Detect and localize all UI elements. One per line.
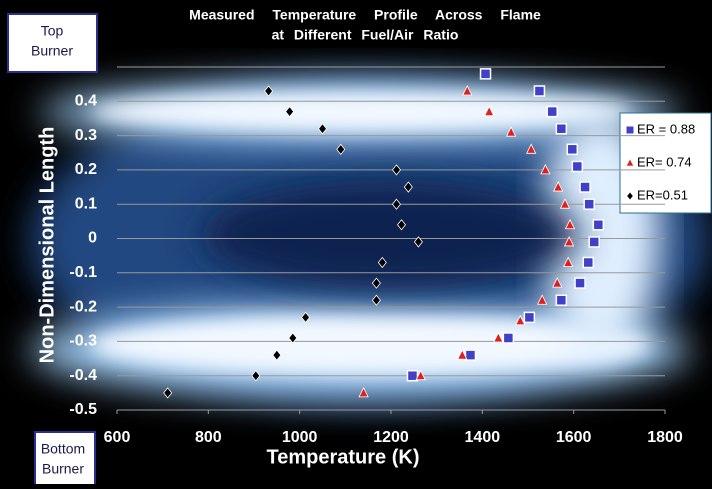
x-tick-label: 800 [195, 429, 222, 446]
x-tick-label: 1200 [373, 429, 409, 446]
point [572, 161, 582, 171]
point [580, 182, 590, 192]
y-tick-label: 0.4 [75, 93, 97, 110]
annotation: Burner [31, 43, 73, 59]
annotation: Bottom [41, 441, 85, 457]
annotation: Burner [42, 461, 84, 477]
point [481, 69, 491, 79]
y-tick-label: -0.3 [69, 333, 97, 350]
chart-title: Measured Temperature Profile Across Flam… [189, 7, 541, 23]
legend-label: ER= 0.74 [637, 154, 692, 169]
legend-label: ER=0.51 [637, 187, 688, 202]
y-tick-label: 0.2 [75, 161, 97, 178]
x-tick-label: 1400 [465, 429, 501, 446]
flame-image [30, 80, 710, 400]
point [556, 295, 566, 305]
x-tick-label: 1800 [647, 429, 683, 446]
legend-marker [627, 127, 634, 134]
y-tick-label: -0.4 [69, 367, 97, 384]
x-tick-label: 1600 [556, 429, 592, 446]
chart: Measured Temperature Profile Across Flam… [0, 0, 712, 484]
point [534, 86, 544, 96]
y-axis-label: Non-Dimensional Length [36, 127, 58, 364]
point [407, 371, 417, 381]
point [524, 312, 534, 322]
chart-title: at Different Fuel/Air Ratio [272, 27, 459, 43]
point [589, 237, 599, 247]
y-tick-label: -0.5 [69, 401, 97, 418]
point [593, 220, 603, 230]
point [465, 350, 475, 360]
x-axis-label: Temperature (K) [267, 446, 420, 468]
y-tick-label: -0.2 [69, 298, 97, 315]
point [556, 124, 566, 134]
y-tick-label: 0.1 [75, 195, 97, 212]
x-tick-label: 600 [104, 429, 131, 446]
legend-label: ER = 0.88 [637, 121, 695, 136]
point [575, 278, 585, 288]
point [567, 144, 577, 154]
point [584, 199, 594, 209]
y-tick-label: 0.3 [75, 127, 97, 144]
x-tick-label: 1000 [282, 429, 318, 446]
point [583, 258, 593, 268]
y-tick-label: -0.1 [69, 264, 97, 281]
point [503, 333, 513, 343]
annotation: Top [41, 23, 64, 39]
point [547, 107, 557, 117]
y-tick-label: 0 [88, 230, 97, 247]
